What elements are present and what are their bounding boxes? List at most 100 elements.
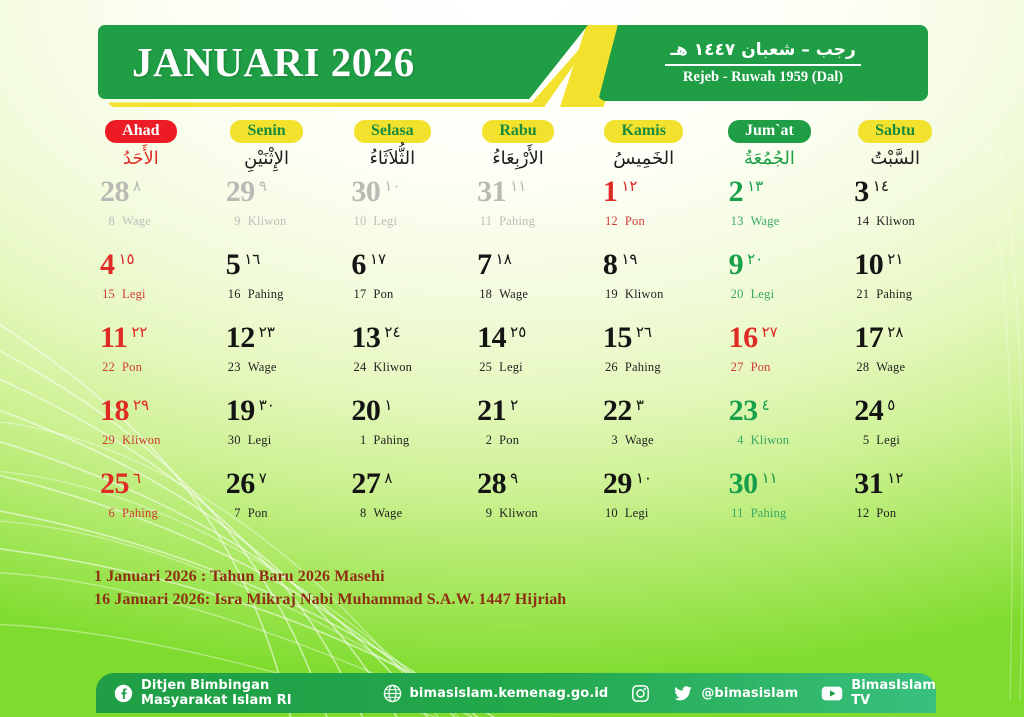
footer-item[interactable]: @bimasislam [673,684,798,703]
youtube-icon[interactable] [821,685,843,702]
calendar-day-cell[interactable]: 10 ٢١ 21 Pahing [832,248,958,315]
calendar-day-cell[interactable]: 2 ١٣ 13 Wage [707,175,833,242]
globe-icon[interactable] [383,684,402,703]
calendar-day-cell[interactable]: 14 ٢٥ 25 Legi [455,321,581,388]
calendar-day-cell[interactable]: 29 ٩ 9 Kliwon [204,175,330,242]
holiday-notes: 1 Januari 2026 : Tahun Baru 2026 Masehi 1… [94,566,566,611]
day-number-group: 31 ١١ [477,177,581,207]
instagram-icon[interactable] [631,684,650,703]
javanese-pasaran-label: Wage [499,287,529,302]
calendar-day-cell[interactable]: 25 ٦ 6 Pahing [78,467,204,534]
gregorian-date: 12 [225,321,256,355]
footer-label: BimasIslam TV [851,678,936,708]
hijri-date-arabic: ٨ [384,469,393,488]
calendar-day-cell[interactable]: 5 ١٦ 16 Pahing [204,248,330,315]
facebook-icon[interactable] [114,684,133,703]
hijri-date-arabic: ١١ [510,177,527,196]
day-subinfo: 26 Pahing [603,360,707,375]
javanese-pasaran-label: Kliwon [373,360,413,375]
calendar-day-cell[interactable]: 31 ١١ 11 Pahing [455,175,581,242]
calendar-day-cell[interactable]: 13 ٢٤ 24 Kliwon [329,321,455,388]
gregorian-date: 28 [477,467,507,501]
hijri-month-arabic: رجب – شعبان ١٤٤٧ هـ [670,40,856,60]
calendar-week-row: 28 ٨ 8 Wage 29 ٩ 9 Kliwon 30 ١٠ 10 Legi 31 ١١ 11 Pahing… [78,175,958,242]
calendar-day-cell[interactable]: 23 ٤ 4 Kliwon [707,394,833,461]
hijri-date-number: 9 [485,506,493,521]
hijri-date-arabic: ٢٧ [761,323,778,342]
day-number-group: 4 ١٥ [100,250,204,280]
hijri-date-arabic: ٧ [258,469,267,488]
holiday-note: 16 Januari 2026: Isra Mikraj Nabi Muhamm… [94,590,567,608]
javanese-pasaran-label: Legi [876,433,900,448]
javanese-year-label: Rejeb - Ruwah 1959 (Dal) [682,69,844,85]
day-subinfo: 14 Kliwon [854,214,958,229]
weekday-header-selasa: Selasa الثُّلاَثَاءُ [329,120,455,169]
gregorian-date: 24 [854,394,884,428]
footer-item[interactable] [631,684,650,703]
calendar-day-cell[interactable]: 21 ٢ 2 Pon [455,394,581,461]
calendar-day-cell[interactable]: 30 ١١ 11 Pahing [707,467,833,534]
calendar-day-cell[interactable]: 17 ٢٨ 28 Wage [832,321,958,388]
weekday-arabic-label: الخَمِيسُ [613,148,675,170]
weekday-header-row: Ahad الأَحَدُ Senin الإِثْنَيْنِ Selasa الثُّ… [78,120,958,169]
javanese-pasaran-label: Kliwon [122,433,161,448]
calendar-day-cell[interactable]: 28 ٩ 9 Kliwon [455,467,581,534]
javanese-pasaran-label: Pon [122,360,143,375]
footer-item[interactable]: Ditjen Bimbingan Masyarakat Islam RI [114,678,360,708]
calendar-day-cell[interactable]: 3 ١٤ 14 Kliwon [832,175,958,242]
footer-item[interactable]: BimasIslam TV [821,678,936,708]
calendar-day-cell[interactable]: 24 ٥ 5 Legi [832,394,958,461]
twitter-icon[interactable] [673,684,693,703]
javanese-pasaran-label: Kliwon [876,214,915,229]
calendar-day-cell[interactable]: 9 ٢٠ 20 Legi [707,248,833,315]
calendar-day-cell[interactable]: 4 ١٥ 15 Legi [78,248,204,315]
day-subinfo: 5 Legi [854,433,958,448]
calendar-day-cell[interactable]: 18 ٢٩ 29 Kliwon [78,394,204,461]
javanese-pasaran-label: Kliwon [247,214,287,229]
gregorian-date: 25 [100,467,130,501]
day-number-group: 28 ٩ [477,469,581,499]
weekday-header-kamis: Kamis الخَمِيسُ [581,120,707,169]
calendar-day-cell[interactable]: 1 ١٢ 12 Pon [581,175,707,242]
hijri-date-number: 13 [730,214,744,229]
calendar-day-cell[interactable]: 31 ١٢ 12 Pon [832,467,958,534]
day-subinfo: 3 Wage [603,433,707,448]
day-subinfo: 2 Pon [477,433,581,448]
day-subinfo: 23 Wage [226,360,330,375]
calendar-day-cell[interactable]: 12 ٢٣ 23 Wage [204,321,330,388]
calendar-day-cell[interactable]: 19 ٣٠ 30 Legi [204,394,330,461]
day-subinfo: 9 Kliwon [477,506,581,521]
calendar-day-cell[interactable]: 28 ٨ 8 Wage [78,175,204,242]
calendar-day-cell[interactable]: 16 ٢٧ 27 Pon [707,321,833,388]
calendar-day-cell[interactable]: 27 ٨ 8 Wage [329,467,455,534]
hijri-date-arabic: ١٩ [621,250,638,269]
hijri-date-number: 8 [359,506,367,521]
day-subinfo: 28 Wage [854,360,958,375]
hijri-date-number: 11 [731,506,744,521]
gregorian-date: 9 [728,248,744,282]
calendar-day-cell[interactable]: 30 ١٠ 10 Legi [329,175,455,242]
day-subinfo: 12 Pon [603,214,707,229]
calendar-week-row: 11 ٢٢ 22 Pon 12 ٢٣ 23 Wage 13 ٢٤ 24 Kliwon 14 ٢٥ 25 Leg… [78,321,958,388]
hijri-date-number: 19 [604,287,618,302]
hijri-date-arabic: ٥ [887,396,896,415]
footer-item[interactable]: bimasislam.kemenag.go.id [383,684,609,703]
calendar-day-cell[interactable]: 11 ٢٢ 22 Pon [78,321,204,388]
calendar-day-cell[interactable]: 8 ١٩ 19 Kliwon [581,248,707,315]
calendar-day-cell[interactable]: 7 ١٨ 18 Wage [455,248,581,315]
gregorian-date: 13 [351,321,381,355]
calendar-day-cell[interactable]: 22 ٣ 3 Wage [581,394,707,461]
day-subinfo: 24 Kliwon [351,360,455,375]
javanese-pasaran-label: Pon [876,506,897,521]
day-number-group: 14 ٢٥ [477,323,581,353]
calendar-day-cell[interactable]: 6 ١٧ 17 Pon [329,248,455,315]
day-subinfo: 8 Wage [351,506,455,521]
calendar-day-cell[interactable]: 26 ٧ 7 Pon [204,467,330,534]
calendar-day-cell[interactable]: 29 ١٠ 10 Legi [581,467,707,534]
hijri-date-number: 18 [479,287,493,302]
calendar-day-cell[interactable]: 20 ١ 1 Pahing [329,394,455,461]
hijri-date-number: 23 [227,360,241,375]
calendar-day-cell[interactable]: 15 ٢٦ 26 Pahing [581,321,707,388]
day-number-group: 27 ٨ [351,469,455,499]
hijri-date-arabic: ٦ [133,469,142,488]
